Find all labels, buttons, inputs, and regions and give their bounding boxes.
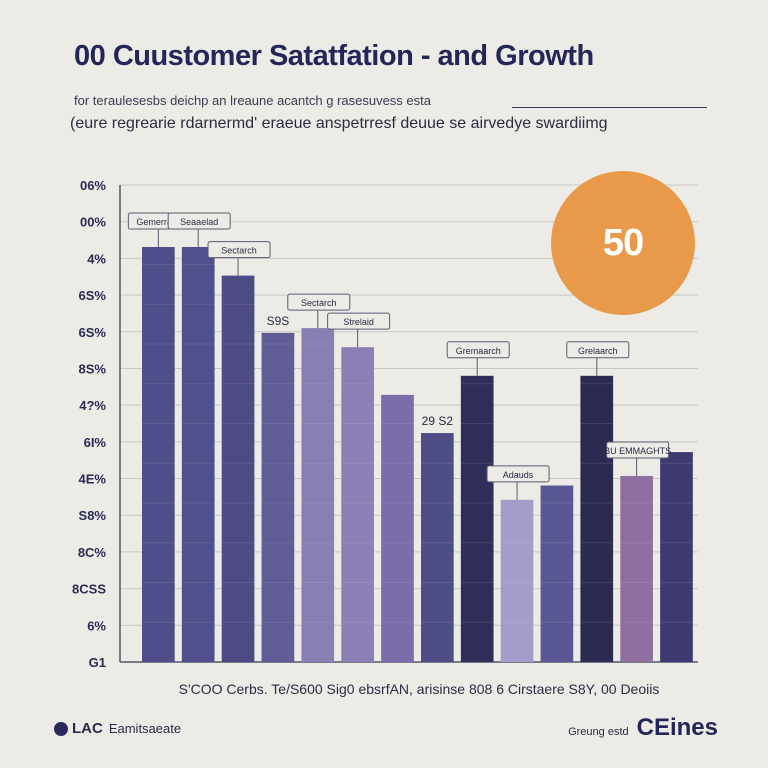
annotation-label: Sectarch (301, 298, 337, 308)
footer-right-caption: Greung estd (568, 726, 629, 738)
annotation-box (207, 241, 271, 259)
bar (301, 328, 335, 662)
footer-brand: LAC (72, 720, 103, 737)
brand-dot-icon (54, 721, 68, 736)
annotation-box (486, 465, 550, 483)
bar (620, 475, 653, 662)
y-tick-label: 8C% (78, 545, 107, 560)
bar (580, 375, 614, 662)
bar (500, 499, 534, 662)
footer-left: LAC Eamitsaeate (54, 720, 181, 737)
chart-title: 00 Cuustomer Satatfation - and Growth (74, 40, 594, 72)
footer-right-brand: CEines (636, 714, 718, 741)
data-label: S9S (267, 314, 290, 328)
chart-subtitle-line2: (eure regrearie rdarnermd' eraeue anspet… (70, 115, 608, 132)
annotation-label: Sectarch (221, 246, 257, 256)
y-tick-label: 00% (80, 215, 106, 230)
y-tick-label: 4% (87, 251, 106, 266)
y-tick-label: 4E% (79, 472, 107, 487)
bar (181, 247, 215, 662)
y-tick-label: S8% (79, 508, 107, 523)
bar (540, 485, 574, 662)
footer-right: Greung estd CEines (568, 714, 718, 742)
annotation-box (287, 293, 351, 311)
annotation-box (566, 341, 630, 359)
annotation-label: Gemerral S (136, 217, 182, 227)
bar (381, 394, 414, 662)
annotation-label: Grelaarch (578, 346, 618, 356)
annotation-box (327, 312, 391, 330)
subtitle-rule (512, 107, 707, 108)
footer-left-text: Eamitsaeate (108, 721, 182, 736)
y-tick-label: 06% (80, 178, 106, 193)
annotation-box (606, 441, 670, 459)
y-tick-label: 6S% (79, 325, 107, 340)
annotation-label: Gremaarch (456, 346, 501, 356)
y-tick-label: G1 (89, 655, 106, 670)
bar (142, 247, 175, 662)
y-tick-label: 6% (87, 618, 106, 633)
bar (460, 375, 494, 662)
bar (261, 332, 295, 662)
annotation-label: Strelaid (343, 317, 374, 327)
y-tick-label: 6I% (84, 435, 107, 450)
chart-subtitle-line1: for teraulesesbs deichp an lreaune acant… (74, 93, 431, 108)
annotation-label: Adauds (503, 470, 534, 480)
highlight-badge: 50 (551, 171, 695, 315)
bar (221, 275, 255, 662)
annotation-label: BU EMMAGHTS (604, 446, 671, 456)
data-label: 29 S2 (422, 414, 454, 428)
y-tick-label: 8S% (79, 361, 107, 376)
annotation-label: Seaaelad (180, 217, 218, 227)
badge-value: 50 (602, 221, 644, 264)
bar (341, 347, 374, 662)
y-tick-label: 4?% (79, 398, 106, 413)
annotation-box (167, 212, 231, 230)
y-tick-label: 8CSS (72, 582, 106, 597)
annotation-box (446, 341, 510, 359)
y-tick-label: 6S% (79, 288, 107, 303)
bar (421, 433, 454, 662)
bar (660, 452, 693, 662)
x-axis-label: S'COO Cerbs. Te/S600 Sig0 ebsrfAN, arisi… (179, 681, 660, 697)
